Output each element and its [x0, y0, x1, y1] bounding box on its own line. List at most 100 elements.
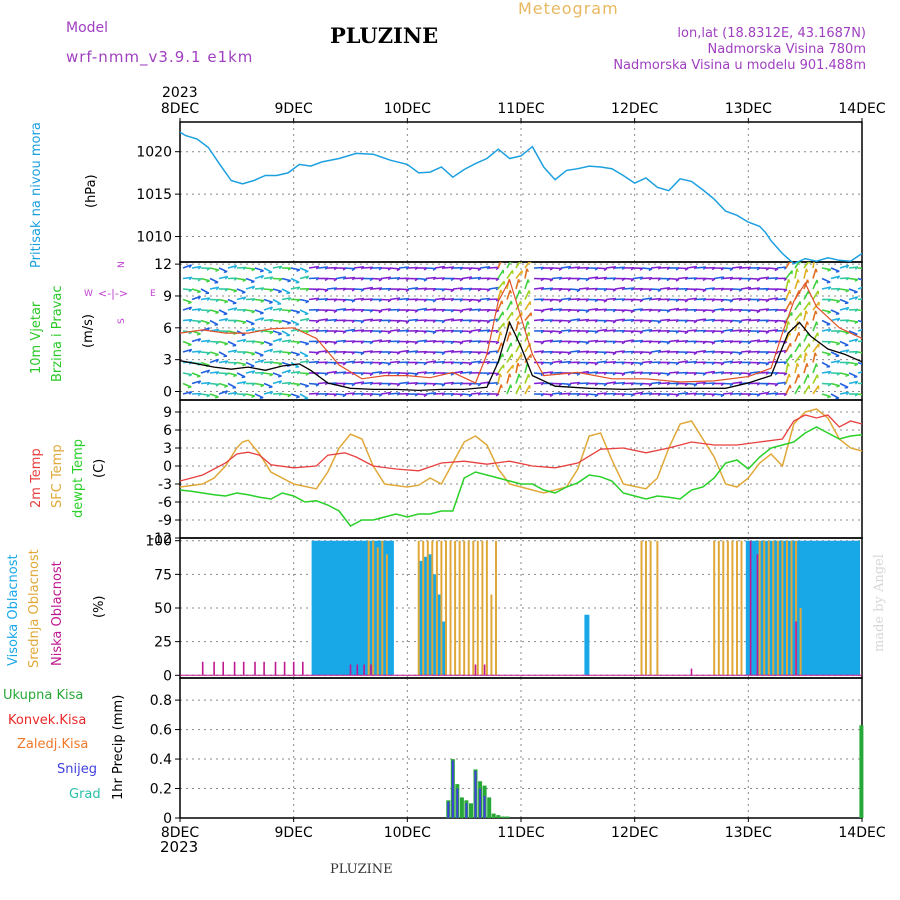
- wind-arrow: [803, 332, 810, 342]
- wind-arrow-head: [295, 281, 300, 284]
- wind-arrow-head: [268, 386, 273, 389]
- wind-arrow: [263, 298, 273, 304]
- wind-arrow: [299, 372, 310, 375]
- wind-arrow: [398, 319, 410, 323]
- wind-arrow-head: [510, 342, 513, 347]
- wind-arrow: [515, 384, 521, 395]
- wind-arrow-head: [787, 362, 790, 367]
- wind-arrow: [704, 309, 716, 312]
- wind-arrow: [857, 286, 862, 290]
- wind-arrow-head: [684, 299, 689, 303]
- wind-arrow-head: [499, 373, 503, 378]
- wind-arrow: [479, 288, 491, 291]
- wind-arrow: [551, 267, 563, 270]
- wind-arrow: [209, 286, 219, 290]
- wind-arrow: [209, 382, 220, 386]
- wind-arrow: [614, 286, 626, 290]
- wind-arrow: [839, 264, 849, 269]
- wind-arrow: [569, 288, 581, 291]
- wind-arrow: [623, 319, 635, 322]
- wind-arrow: [713, 276, 725, 280]
- wind-arrow-head: [747, 373, 752, 377]
- low-cloud-ylabel: Niska Oblacnost: [50, 561, 65, 666]
- wind-arrow: [425, 267, 437, 270]
- wind-arrow-head: [242, 296, 247, 301]
- wind-arrow-head: [224, 385, 228, 388]
- wind-arrow: [605, 361, 617, 364]
- wind-arrow: [551, 308, 563, 311]
- wind-arrow: [713, 308, 724, 311]
- wind-arrow-head: [197, 266, 202, 270]
- wind-arrow-head: [796, 363, 800, 367]
- wind-arrow-head: [827, 298, 832, 303]
- wind-arrow: [677, 267, 689, 270]
- wind-arrow: [380, 391, 392, 395]
- wind-ytick-label: 6: [163, 321, 172, 337]
- wind-arrow: [407, 382, 419, 385]
- clouds-ytick-label: 75: [154, 567, 172, 583]
- wind-arrow: [380, 361, 392, 365]
- wind-arrow: [668, 361, 680, 364]
- wind-arrow: [479, 392, 491, 395]
- wind-arrow: [686, 329, 697, 332]
- wind-arrow: [263, 267, 273, 274]
- wind-arrow: [308, 329, 319, 332]
- wind-arrow: [254, 267, 264, 272]
- wind-arrow: [317, 329, 329, 332]
- wind-arrow-head: [675, 394, 680, 398]
- wind-arrow-head: [196, 375, 201, 378]
- wind-arrow: [632, 276, 643, 280]
- wind-arrow: [335, 287, 347, 290]
- wind-arrow: [542, 287, 554, 290]
- wind-arrow-head: [797, 374, 801, 378]
- wind-arrow: [371, 287, 383, 290]
- wind-arrow: [425, 360, 437, 364]
- wind-arrow-head: [827, 395, 831, 399]
- wind-arrow: [632, 330, 644, 333]
- wind-arrow-head: [215, 311, 219, 315]
- wind-arrow: [785, 289, 791, 300]
- wind-arrow-head: [315, 266, 320, 270]
- wind-arrow-head: [789, 384, 792, 389]
- wind-arrow-head: [215, 269, 220, 272]
- wind-arrow: [299, 267, 309, 273]
- wind-arrow-head: [197, 295, 202, 300]
- wind-arrow: [722, 392, 733, 395]
- wind-arrow-head: [788, 331, 791, 336]
- wind-arrow: [218, 340, 228, 345]
- wind-arrow: [587, 330, 599, 333]
- wind-arrow-head: [517, 279, 521, 283]
- wind-arrow-head: [805, 310, 809, 315]
- wind-arrow-head: [576, 289, 581, 293]
- wind-arrow-head: [495, 341, 500, 345]
- wind-arrow-head: [459, 310, 464, 314]
- wind-arrow: [668, 307, 680, 311]
- wind-arrow-head: [206, 280, 210, 283]
- wind-arrow: [362, 350, 373, 353]
- pressure-ylabel: Pritisak na nivou mora: [29, 122, 44, 268]
- wind-arrow: [830, 360, 840, 364]
- wind-arrow: [686, 351, 698, 354]
- bottom-time-label: 8DEC: [161, 825, 200, 841]
- wind-arrow: [272, 350, 283, 353]
- wind-arrow-head: [188, 331, 193, 335]
- lonlat-label: lon,lat (18.8312E, 43.1687N): [677, 26, 866, 41]
- wind-arrow: [569, 266, 581, 269]
- wind-arrow: [848, 372, 858, 378]
- wind-arrow: [848, 361, 858, 365]
- wind-arrow: [362, 340, 374, 343]
- wind-arrow-head: [720, 362, 725, 366]
- wind-arrow: [731, 297, 742, 301]
- wind-arrow-head: [396, 297, 401, 302]
- bottom-time-label: 14DEC: [838, 825, 885, 841]
- wind-arrow-head: [657, 289, 662, 293]
- wind-arrow: [344, 382, 356, 385]
- sfc-temp-line: [179, 408, 863, 494]
- wind-arrow: [245, 351, 255, 355]
- wind-ytick-label: 12: [154, 257, 172, 273]
- wind-arrow: [434, 297, 445, 301]
- precip-bar: [491, 813, 496, 818]
- wind-arrow-head: [845, 264, 850, 269]
- wind-arrow: [803, 384, 810, 395]
- wind-arrow-head: [287, 309, 292, 313]
